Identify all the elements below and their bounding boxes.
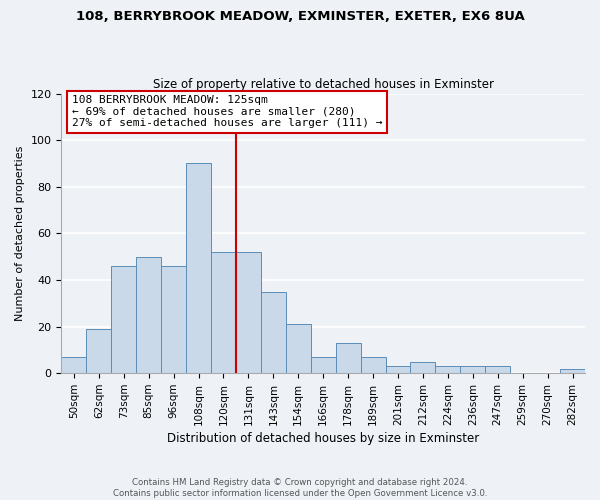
Bar (186, 164, 211, 373)
Y-axis label: Number of detached properties: Number of detached properties (15, 146, 25, 321)
Bar (410, 362, 436, 373)
Bar (485, 366, 510, 373)
Bar (111, 266, 136, 373)
Title: Size of property relative to detached houses in Exminster: Size of property relative to detached ho… (153, 78, 494, 91)
Bar (386, 366, 410, 373)
Bar (236, 252, 261, 373)
Bar (560, 368, 585, 373)
Bar (86, 329, 111, 373)
Bar (161, 266, 186, 373)
Bar (436, 366, 460, 373)
X-axis label: Distribution of detached houses by size in Exminster: Distribution of detached houses by size … (167, 432, 479, 445)
Text: Contains HM Land Registry data © Crown copyright and database right 2024.
Contai: Contains HM Land Registry data © Crown c… (113, 478, 487, 498)
Bar (361, 357, 386, 373)
Bar (286, 324, 311, 373)
Bar (261, 292, 286, 373)
Bar (211, 252, 236, 373)
Bar (311, 357, 335, 373)
Bar (460, 366, 485, 373)
Bar (335, 343, 361, 373)
Text: 108, BERRYBROOK MEADOW, EXMINSTER, EXETER, EX6 8UA: 108, BERRYBROOK MEADOW, EXMINSTER, EXETE… (76, 10, 524, 23)
Text: 108 BERRYBROOK MEADOW: 125sqm
← 69% of detached houses are smaller (280)
27% of : 108 BERRYBROOK MEADOW: 125sqm ← 69% of d… (72, 95, 382, 128)
Bar (61, 357, 86, 373)
Bar (136, 256, 161, 373)
